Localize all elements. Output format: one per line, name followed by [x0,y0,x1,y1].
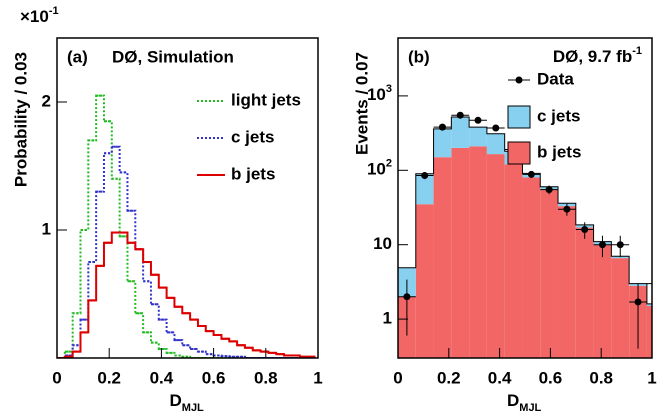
data-point [403,293,411,301]
data-point [563,205,571,213]
legend-marker [515,76,523,84]
x-tick-label: 0.2 [97,368,121,387]
annotation-exponent: -1 [632,45,642,57]
data-point [616,241,624,249]
y-axis-label: Probability / 0.03 [11,52,30,187]
x-tick-label: 1 [313,368,322,387]
plot-area [398,111,659,358]
stack-bar [433,157,452,358]
x-tick-label: 0.8 [589,368,613,387]
x-tick-label: 0.6 [539,368,563,387]
x-tick-label: 0.8 [254,368,278,387]
y-tick-label-exponent: 2 [386,157,392,169]
y-tick-label: 102 [367,157,392,179]
y-tick-label-main: 10 [367,85,386,104]
y-tick-label: 1 [383,309,392,328]
stack-bar [451,117,470,148]
stack-bar [611,256,630,259]
x-axis-label-subscript: MJL [182,402,204,414]
data-point [438,123,446,131]
stack-bar [593,244,612,358]
stack-bar [486,133,505,155]
x-tick-label: 0 [393,368,402,387]
histogram-outline [57,145,316,358]
data-point [474,116,482,124]
y-axis-label: Events / 0.07 [352,52,371,155]
y-tick-label-exponent: 3 [386,83,392,95]
x-axis-label-subscript: MJL [519,402,541,414]
data-point [652,280,659,287]
legend-label: light jets [231,90,301,109]
plot-area [57,94,316,358]
x-axis-label-main: D [170,391,182,410]
data-point [492,124,500,132]
axis-multiplier-main: ×10 [20,7,49,26]
data-point [634,298,642,306]
stack-bar [540,189,559,358]
x-tick-label: 0.4 [150,368,174,387]
x-tick-label: 0 [52,368,61,387]
axes-frame [56,37,319,359]
data-point [527,170,535,178]
legend-swatch [507,141,531,165]
data-point [581,226,589,234]
stack-bar [469,127,487,147]
x-tick-label: 0.4 [488,368,512,387]
stack-bar [558,206,576,358]
annotation-main: DØ, 9.7 fb [553,47,632,66]
stack-bar [646,305,652,358]
x-axis-label: DMJL [507,391,542,413]
y-tick-label: 103 [367,83,392,105]
stack-bar [611,258,630,358]
stack-bar [433,128,452,158]
y-tick-label: 10 [373,234,392,253]
x-axis-label: DMJL [170,391,205,413]
x-tick-label: 1 [647,368,656,387]
y-tick-label: 1 [42,219,51,238]
legend-label: c jets [231,127,274,146]
data-point [456,111,464,119]
data-point [421,172,429,180]
axis-multiplier-exponent: -1 [49,5,59,17]
stack-bar [575,227,594,358]
y-tick-label: 2 [42,91,51,110]
annotation: DØ, 9.7 fb-1 [553,45,642,67]
stack-bar [646,303,652,306]
panel-label: (a) [67,47,88,66]
stack-bar [504,164,523,358]
stack-bar [415,204,434,358]
axes-frame [397,37,653,359]
legend-label: b jets [537,142,581,161]
legend-label: c jets [537,106,580,125]
stack-bar [522,177,541,358]
legend-label: Data [537,69,574,88]
stack-bar [415,173,434,205]
axis-multiplier: ×10-1 [20,5,59,27]
stack-bar [469,146,487,358]
legend-label: b jets [231,164,275,183]
histogram-outline [57,94,316,358]
x-axis-label-main: D [507,391,519,410]
x-tick-label: 0.6 [202,368,226,387]
panel-label: (b) [408,47,430,66]
x-tick-label: 0.2 [437,368,461,387]
stack-bar [486,154,505,358]
y-tick-label-main: 10 [367,160,386,179]
stack-bar [451,147,470,358]
data-point [598,241,606,249]
annotation: DØ, Simulation [112,47,234,66]
data-point [545,186,553,194]
legend-swatch [507,105,531,129]
